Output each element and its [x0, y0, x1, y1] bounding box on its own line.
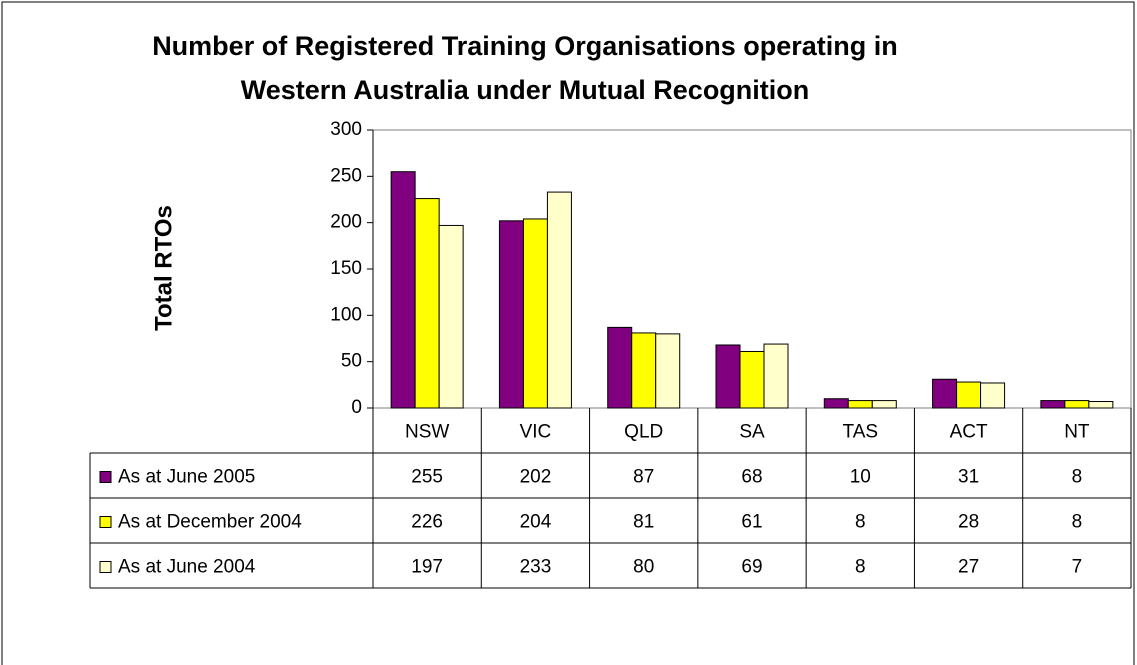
y-tick-label: 50: [341, 351, 362, 372]
table-cell: 87: [633, 467, 654, 488]
x-tick-label: QLD: [624, 422, 663, 443]
table-cell: 69: [741, 557, 762, 578]
y-tick-label: 0: [351, 397, 362, 418]
table-cell: 8: [855, 557, 866, 578]
y-axis-label: Total RTOs: [150, 205, 177, 331]
bar: [1040, 400, 1066, 409]
bar: [438, 224, 464, 409]
table-cell: 8: [1072, 467, 1083, 488]
bar: [655, 333, 681, 409]
y-tick-label: 300: [330, 119, 362, 140]
table-cell: 255: [411, 467, 443, 488]
bar: [871, 400, 897, 409]
table-cell: 197: [411, 557, 443, 578]
table-cell: 8: [1072, 512, 1083, 533]
table-cell: 233: [520, 557, 552, 578]
table-cell: 80: [633, 557, 654, 578]
bar: [739, 350, 765, 409]
legend-swatch: [99, 561, 112, 573]
legend-swatch: [99, 471, 112, 483]
y-tick-label: 250: [330, 165, 362, 186]
x-tick-label: NT: [1064, 422, 1090, 443]
bar: [847, 400, 873, 409]
y-tick-label: 200: [330, 212, 362, 233]
x-tick-label: SA: [739, 422, 765, 443]
table-cell: 8: [855, 512, 866, 533]
table-cell: 7: [1072, 557, 1083, 578]
y-tick-label: 100: [330, 304, 362, 325]
chart-title: Western Australia under Mutual Recogniti…: [241, 75, 810, 105]
table-cell: 204: [520, 512, 552, 533]
chart-title: Number of Registered Training Organisati…: [152, 31, 898, 61]
table-cell: 81: [633, 512, 654, 533]
table-cell: 68: [741, 467, 762, 488]
bar: [498, 220, 524, 409]
bar: [546, 191, 572, 409]
bar: [607, 326, 633, 409]
bar: [932, 378, 958, 409]
bar: [414, 198, 440, 409]
bar: [763, 343, 789, 409]
bar: [522, 218, 548, 409]
bar: [1088, 401, 1114, 409]
legend-label: As at June 2005: [118, 467, 255, 488]
legend-label: As at December 2004: [118, 512, 302, 533]
table-cell: 61: [741, 512, 762, 533]
bar: [631, 332, 657, 409]
x-tick-label: NSW: [405, 422, 449, 443]
bar: [980, 382, 1006, 409]
table-cell: 31: [958, 467, 979, 488]
bar: [1064, 400, 1090, 409]
table-cell: 226: [411, 512, 443, 533]
legend-swatch: [99, 516, 112, 528]
x-tick-label: ACT: [950, 422, 988, 443]
x-tick-label: TAS: [843, 422, 879, 443]
legend-label: As at June 2004: [118, 557, 256, 578]
table-cell: 28: [958, 512, 979, 533]
table-cell: 202: [520, 467, 552, 488]
table-cell: 10: [850, 467, 871, 488]
bar: [823, 398, 849, 409]
bar: [715, 344, 741, 409]
table-cell: 27: [958, 557, 979, 578]
x-tick-label: VIC: [520, 422, 552, 443]
bar: [956, 381, 982, 409]
y-tick-label: 150: [330, 258, 362, 279]
bar: [390, 171, 416, 409]
